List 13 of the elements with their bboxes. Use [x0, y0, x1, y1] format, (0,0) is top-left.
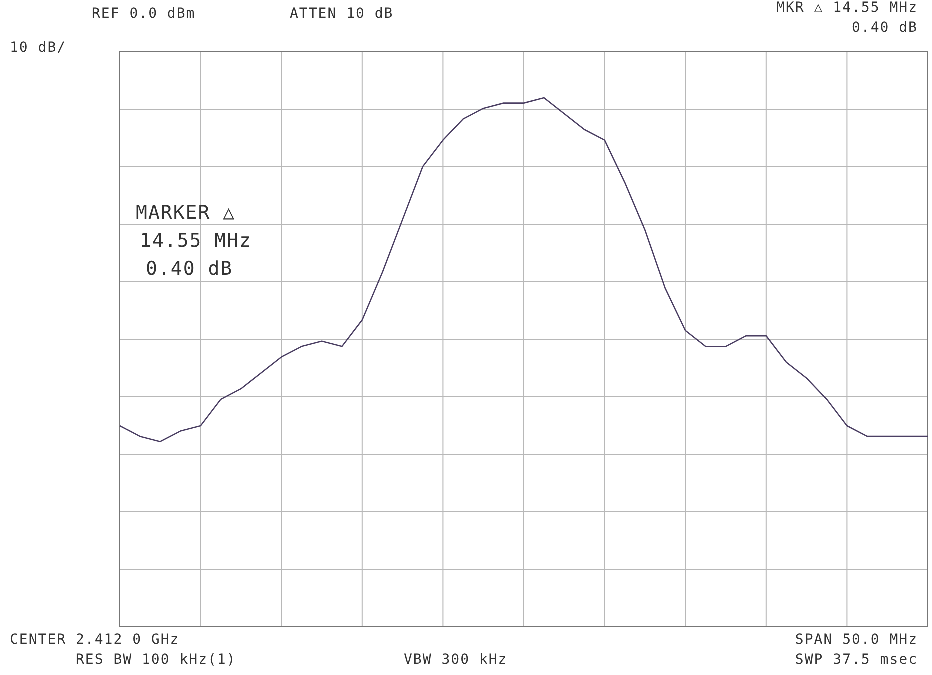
text: REF 0.0 dBm	[92, 6, 196, 22]
text: ATTEN 10 dB	[290, 6, 394, 22]
annotation: 14.55 MHz	[140, 230, 252, 252]
annotation: MARKER △	[136, 202, 236, 224]
text: CENTER 2.412 0 GHz	[10, 632, 180, 648]
text: VBW 300 kHz	[404, 652, 508, 668]
text: 10 dB/	[10, 40, 67, 56]
text: SPAN 50.0 MHz	[795, 632, 918, 648]
text: 0.40 dB	[852, 20, 918, 36]
text: MKR △ 14.55 MHz	[776, 0, 918, 16]
text: SWP 37.5 msec	[795, 652, 918, 668]
annotation: 0.40 dB	[146, 258, 234, 280]
text: RES BW 100 kHz(1)	[76, 652, 236, 668]
